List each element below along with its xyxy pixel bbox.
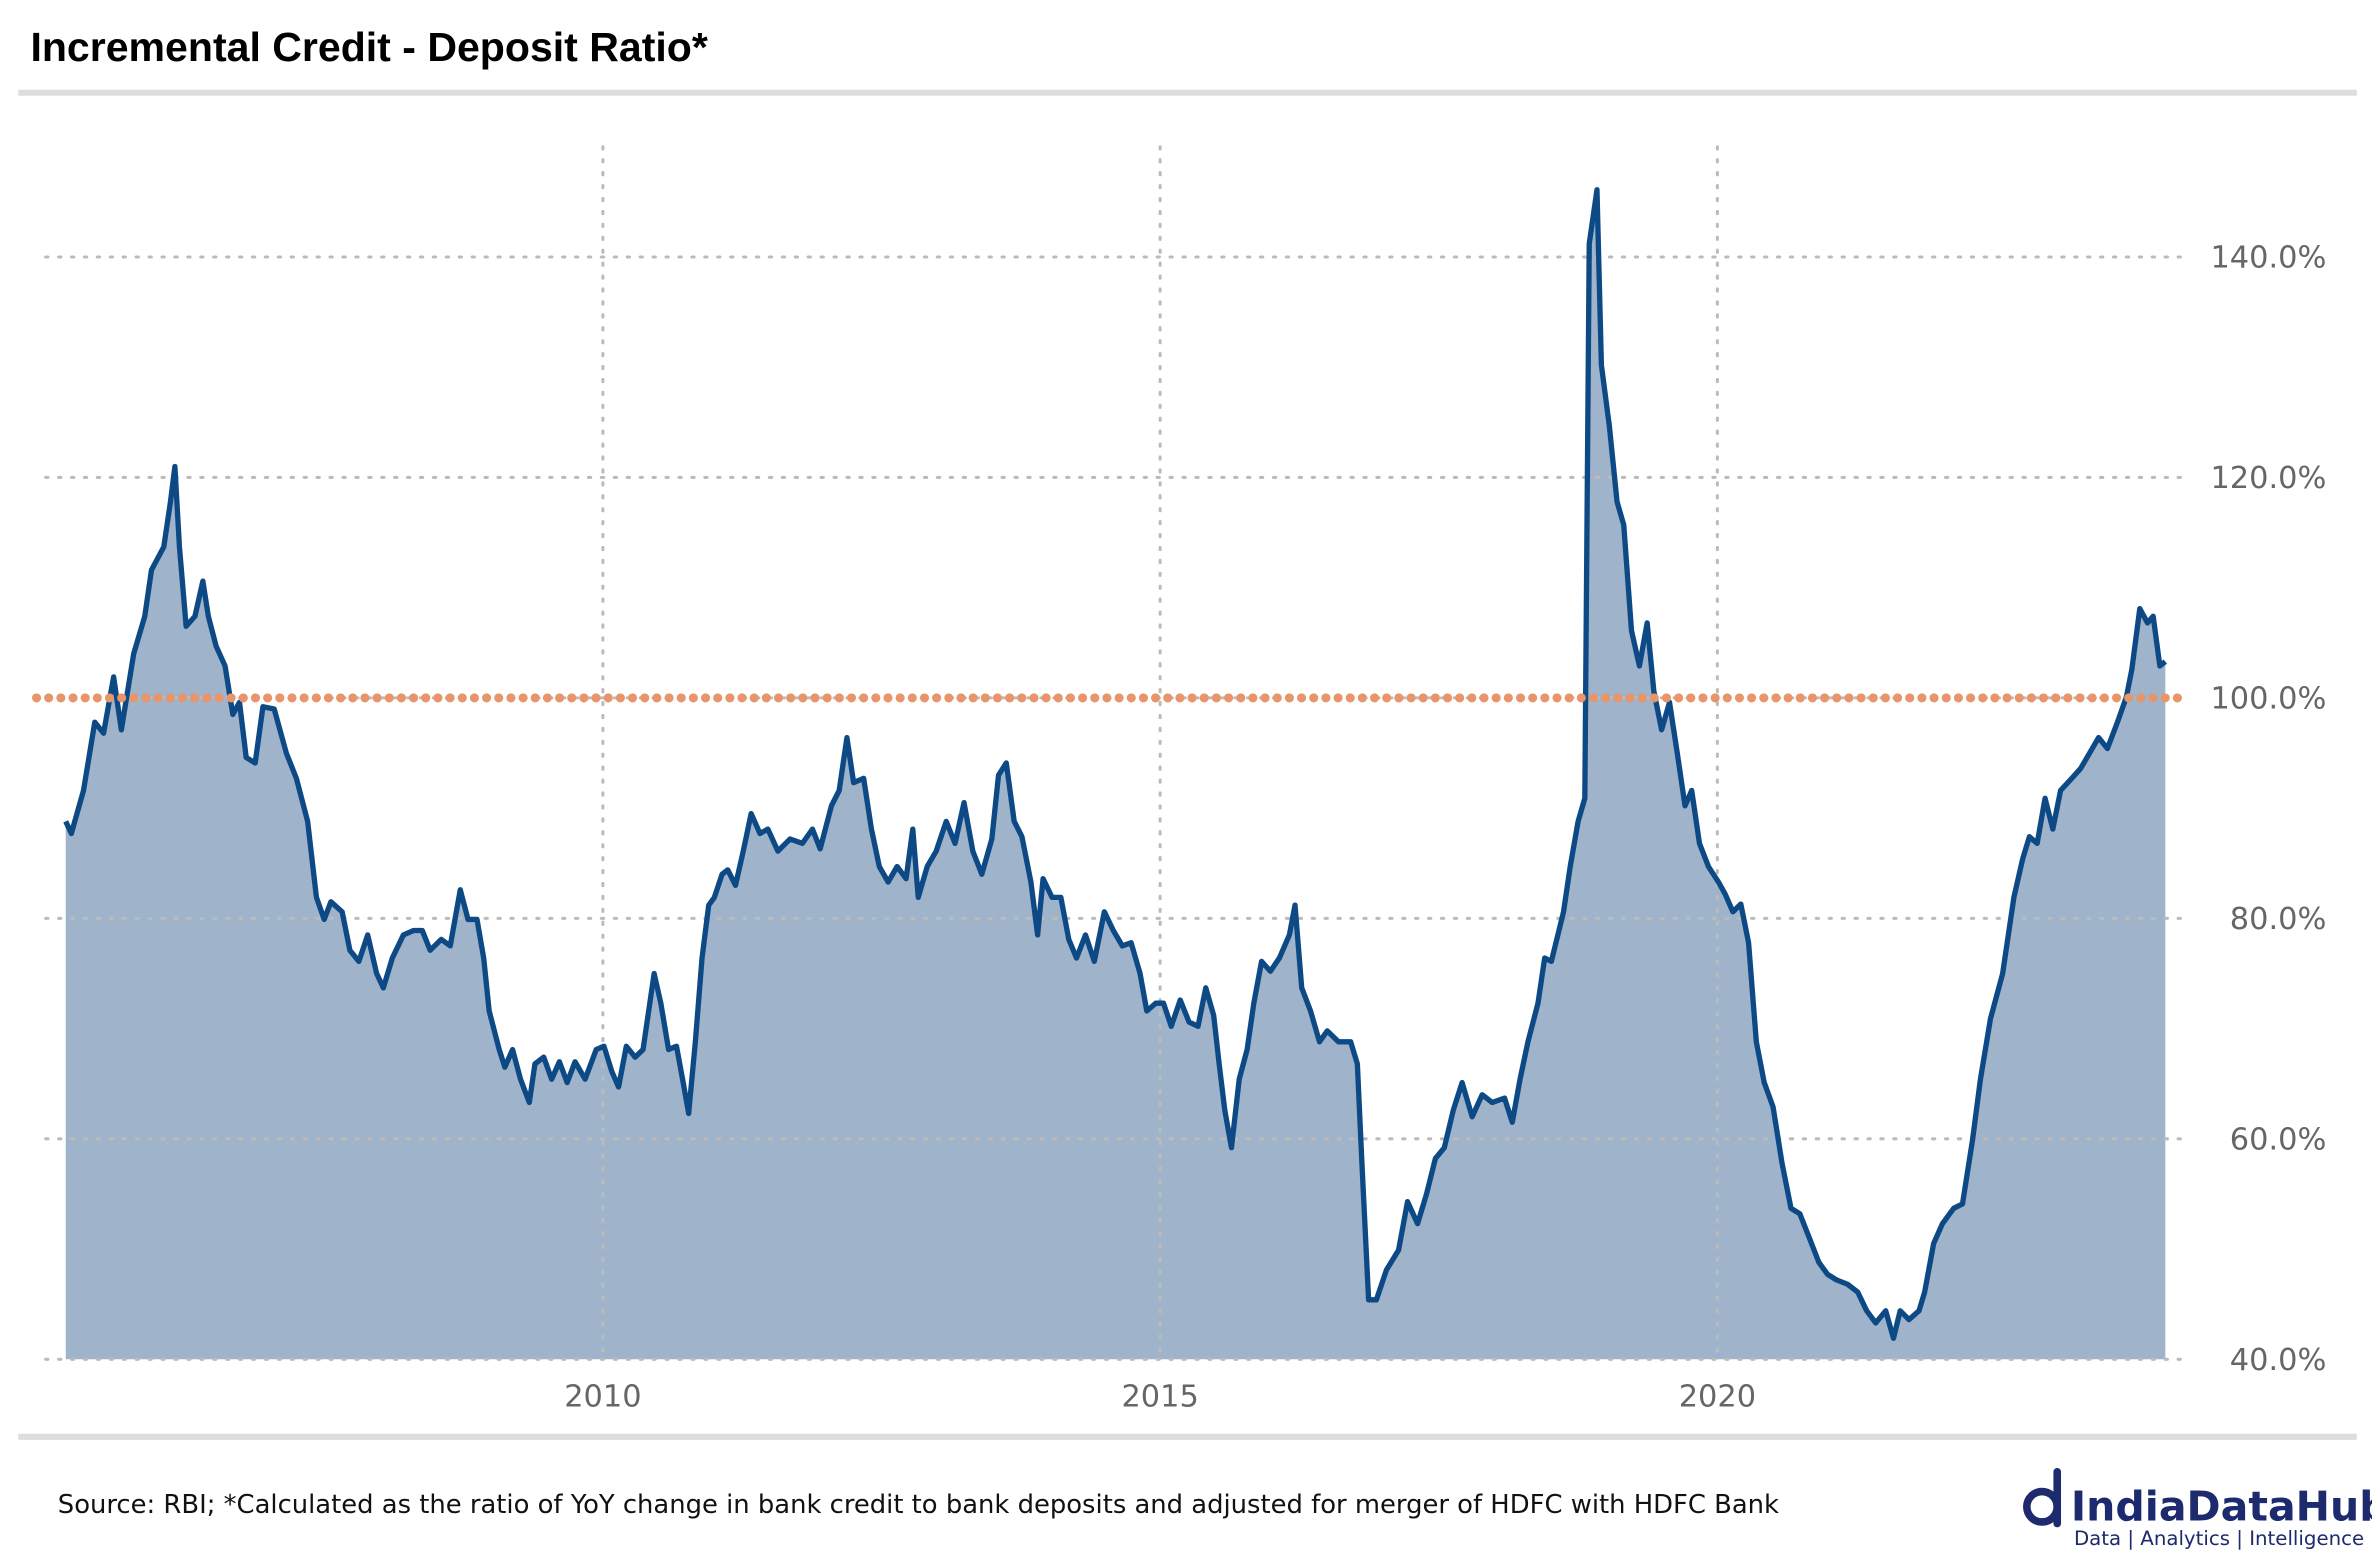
plot-area: 40.0% 60.0% 80.0% 100.0% 120.0% 140.0% 2010 201… [31, 145, 2327, 1414]
area-fill [65, 189, 2166, 1360]
logo: IndiaDataHub Data | Analytics | Intellig… [2023, 1468, 2372, 1550]
logo-icon [2023, 1487, 2062, 1526]
source-note: Source: RBI; *Calculated as the ratio of… [58, 1490, 1779, 1520]
y-tick-label: 60.0% [2230, 1122, 2327, 1157]
brand-tagline: Data | Analytics | Intelligence [2074, 1527, 2364, 1550]
x-tick-label: 2020 [1679, 1379, 1756, 1414]
y-tick-label: 100.0% [2210, 682, 2326, 717]
chart-title: Incremental Credit - Deposit Ratio* [30, 24, 707, 70]
x-tick-label: 2010 [564, 1379, 641, 1414]
y-tick-label: 40.0% [2230, 1343, 2327, 1378]
line [63, 187, 2168, 1341]
y-tick-label: 80.0% [2230, 902, 2327, 937]
y-tick-label: 140.0% [2210, 241, 2326, 276]
y-tick-label: 120.0% [2210, 461, 2326, 496]
brand-name: IndiaDataHub [2071, 1482, 2372, 1530]
x-tick-label: 2015 [1121, 1379, 1198, 1414]
